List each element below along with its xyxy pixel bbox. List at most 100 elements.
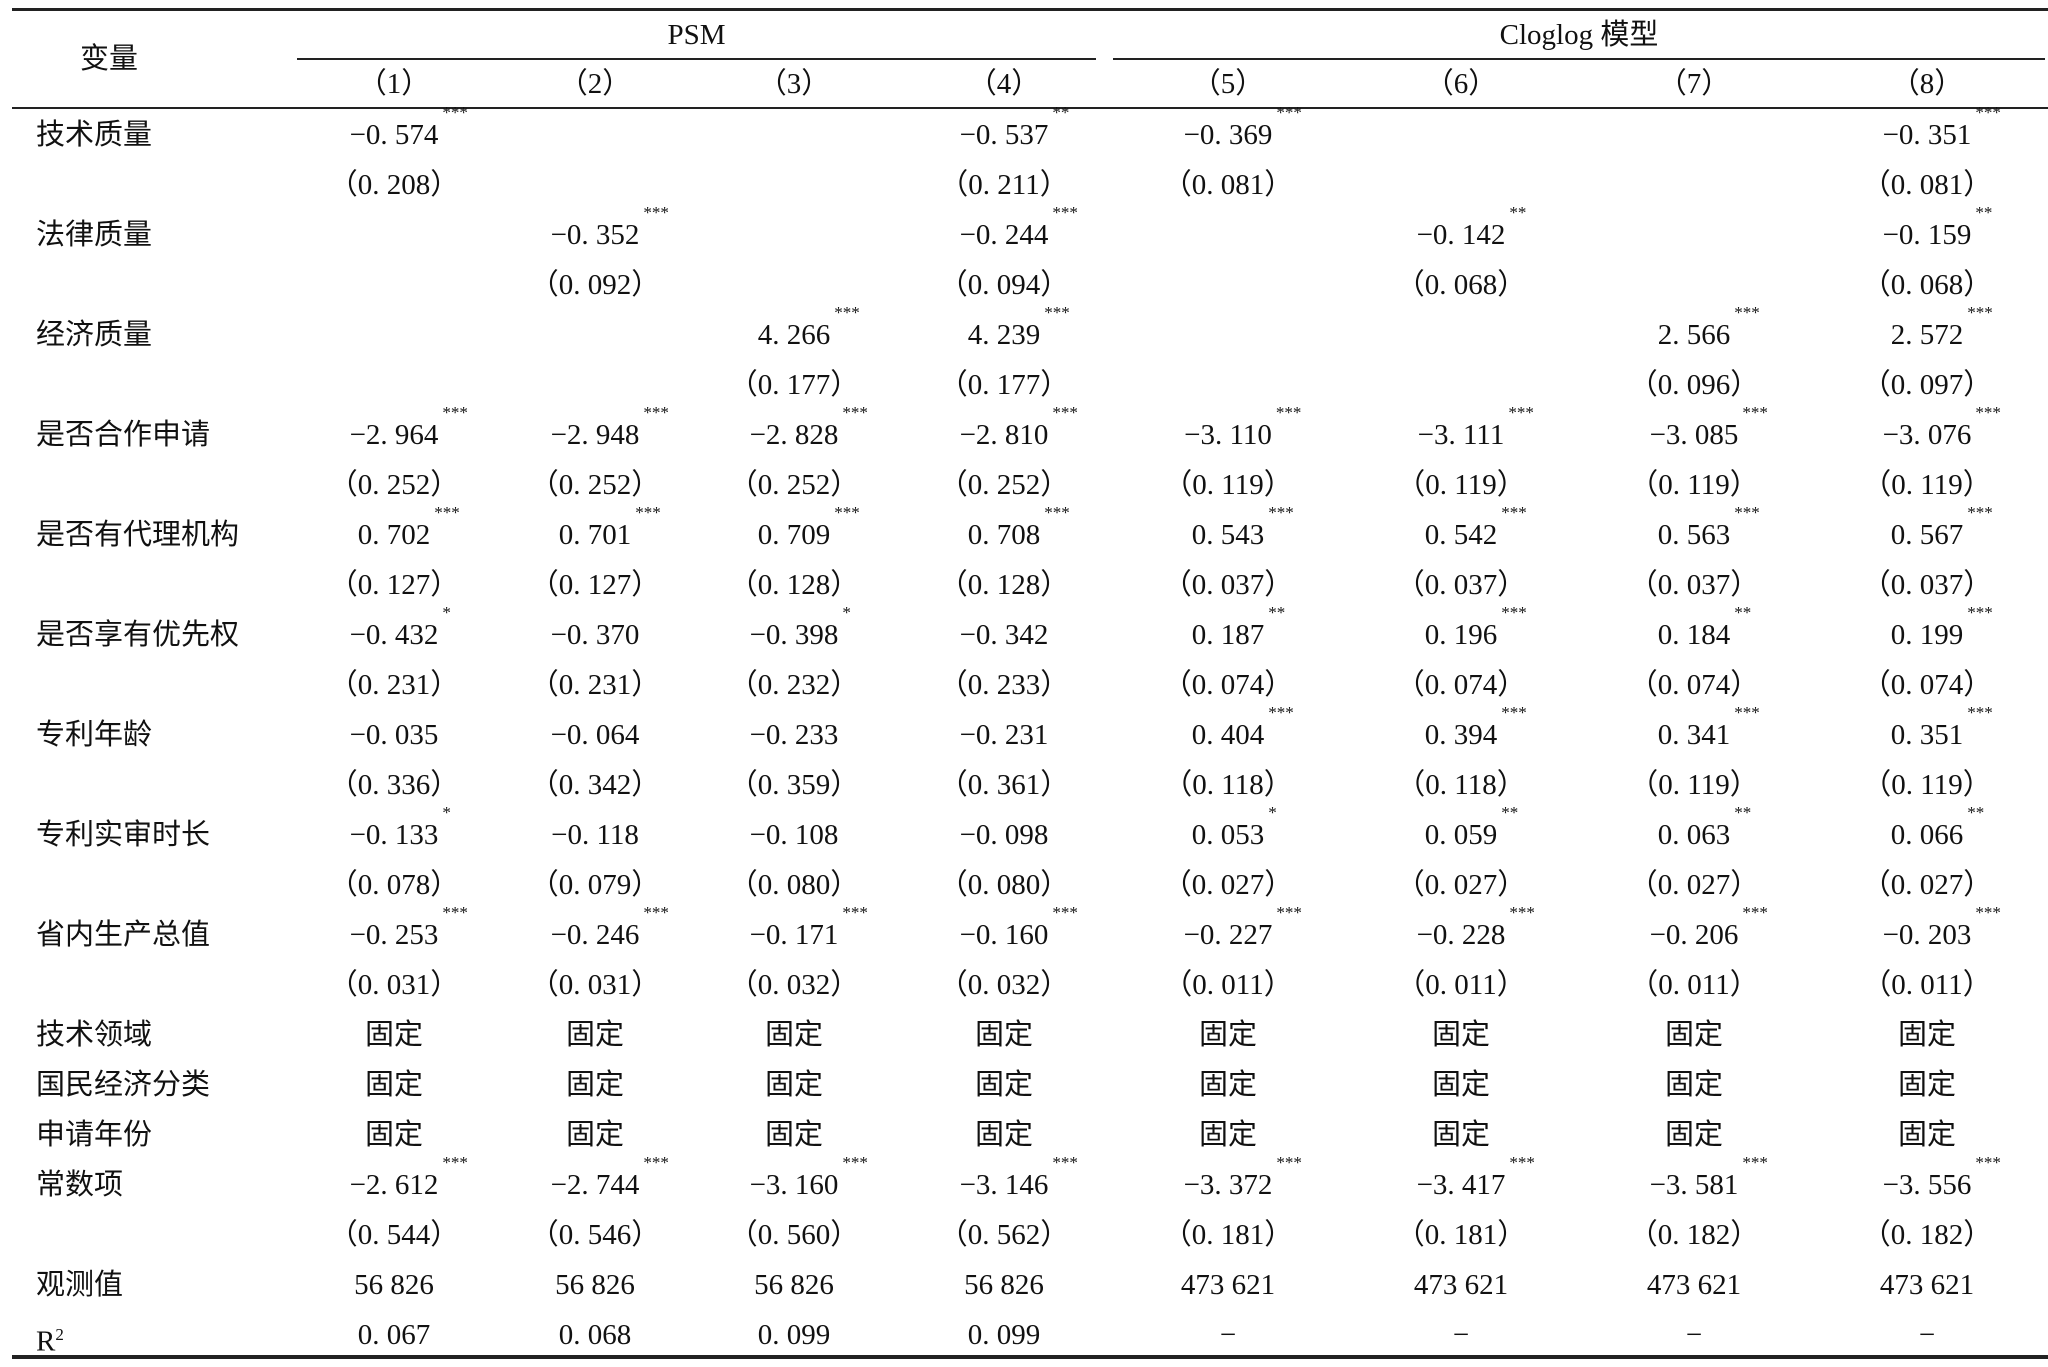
significance-stars: ***: [1975, 1153, 2001, 1172]
significance-stars: ***: [1508, 403, 1534, 422]
standard-error-cell: （0. 252）: [328, 469, 460, 501]
standard-error-cell: （0. 092）: [529, 269, 661, 301]
coefficient: −0. 171 ***: [750, 903, 868, 960]
observations-cell: 56 826: [754, 1269, 834, 1301]
header-group-psm: PSM: [667, 19, 726, 51]
header-rule: [12, 107, 2048, 109]
significance-stars: ***: [1975, 903, 2001, 922]
coefficient: 0. 708 ***: [968, 503, 1070, 560]
coefficient-cell: 0. 709 ***: [684, 503, 904, 560]
standard-error-cell: （0. 079）: [529, 869, 661, 901]
coefficient: 0. 563 ***: [1658, 503, 1760, 560]
coefficient-cell: −3. 146 ***: [894, 1153, 1114, 1210]
coefficient-value: −0. 160: [959, 919, 1049, 951]
coefficient: −0. 370: [551, 610, 640, 660]
fixed-effect-label: 申请年份: [36, 1119, 153, 1151]
significance-stars: ***: [442, 1153, 468, 1172]
coefficient: −3. 146 ***: [960, 1153, 1078, 1210]
standard-error-cell: [284, 260, 504, 310]
standard-error-cell: （0. 208）: [328, 169, 460, 201]
observations-cell: 473 621: [1879, 1269, 1975, 1301]
coefficient: −2. 612 ***: [350, 1153, 468, 1210]
standard-error-cell: （0. 560）: [728, 1219, 860, 1251]
coefficient: 0. 199 ***: [1890, 603, 1993, 660]
fixed-effect-label: 国民经济分类: [36, 1069, 211, 1101]
fixed-effect-cell: 固定: [565, 1119, 624, 1151]
standard-error-cell: （0. 081）: [1861, 169, 1993, 201]
significance-stars: ***: [1742, 403, 1768, 422]
standard-error-cell: （0. 119）: [1396, 469, 1526, 501]
coefficient-value: 0. 199: [1890, 619, 1964, 651]
fixed-effect-cell: 固定: [974, 1119, 1033, 1151]
coefficient-cell: −0. 342: [894, 610, 1114, 660]
coefficient-cell: −0. 142 **: [1351, 203, 1571, 260]
coefficient-value: −0. 064: [550, 719, 640, 751]
coefficient: 0. 404 ***: [1192, 703, 1294, 760]
coefficient-cell: 0. 184 **: [1584, 603, 1804, 660]
fixed-effect-cell: 固定: [1198, 1019, 1257, 1051]
coefficient-value: −3. 160: [749, 1169, 839, 1201]
standard-error-cell: （0. 031）: [328, 969, 460, 1001]
coefficient-value: −0. 369: [1183, 119, 1273, 151]
coefficient: 0. 341 ***: [1657, 703, 1760, 760]
coefficient-value: −3. 417: [1416, 1169, 1506, 1201]
coefficient-value: 0. 341: [1657, 719, 1731, 751]
coefficient-cell: [1584, 210, 1804, 260]
coefficient-value: −0. 233: [749, 719, 839, 751]
coefficient-value: 0. 542: [1424, 519, 1498, 551]
coefficient: −0. 118: [551, 810, 639, 860]
standard-error-cell: （0. 233）: [938, 669, 1070, 701]
coefficient-cell: 0. 341 ***: [1584, 703, 1804, 760]
standard-error-cell: （0. 011）: [1396, 969, 1526, 1001]
coefficient: 0. 701 ***: [559, 503, 661, 560]
coefficient: −0. 206 ***: [1650, 903, 1768, 960]
coefficient-value: 4. 239: [967, 319, 1041, 351]
significance-stars: ***: [1967, 503, 1993, 522]
coefficient-cell: [284, 210, 504, 260]
standard-error-cell: [1351, 160, 1571, 210]
variable-label: 是否合作申请: [36, 419, 211, 451]
column-header: （8）: [1890, 68, 1964, 100]
coefficient-cell: 0. 187 **: [1118, 603, 1338, 660]
coefficient-cell: [684, 110, 904, 160]
significance-stars: ***: [1967, 303, 1993, 322]
coefficient-value: 0. 187: [1191, 619, 1265, 651]
standard-error-cell: （0. 127）: [529, 569, 661, 601]
coefficient-cell: −0. 228 ***: [1351, 903, 1571, 960]
standard-error-cell: （0. 252）: [529, 469, 661, 501]
fixed-effect-cell: 固定: [565, 1069, 624, 1101]
coefficient-value: −2. 964: [349, 419, 439, 451]
coefficient: −0. 133 *: [350, 803, 451, 860]
significance-stars: ***: [1501, 603, 1527, 622]
coefficient: −0. 351 ***: [1883, 103, 2001, 160]
standard-error-cell: （0. 544）: [328, 1219, 460, 1251]
standard-error-cell: [1584, 160, 1804, 210]
standard-error-cell: （0. 074）: [1628, 669, 1760, 701]
coefficient-cell: −0. 351 ***: [1817, 103, 2037, 160]
coefficient-value: 0. 351: [1890, 719, 1964, 751]
coefficient-cell: −3. 372 ***: [1118, 1153, 1338, 1210]
r-squared-cell: −: [1452, 1319, 1470, 1351]
coefficient-value: −0. 228: [1416, 919, 1506, 951]
coefficient-cell: −3. 076 ***: [1817, 403, 2037, 460]
coefficient: 0. 542 ***: [1424, 503, 1527, 560]
column-header: （2）: [558, 68, 632, 100]
significance-stars: ***: [1501, 703, 1527, 722]
coefficient-value: −0. 098: [959, 819, 1049, 851]
coefficient: 4. 266 ***: [758, 303, 860, 360]
coefficient-cell: −3. 581 ***: [1584, 1153, 1804, 1210]
observations-cell: 473 621: [1180, 1269, 1276, 1301]
standard-error-cell: （0. 080）: [728, 869, 860, 901]
significance-stars: ***: [1734, 303, 1760, 322]
coefficient-value: −0. 244: [959, 219, 1049, 251]
fixed-effect-cell: 固定: [364, 1069, 423, 1101]
coefficient: 2. 566 ***: [1658, 303, 1760, 360]
fixed-effect-cell: 固定: [974, 1019, 1033, 1051]
fixed-effect-cell: 固定: [764, 1069, 823, 1101]
significance-stars: **: [1967, 803, 1985, 822]
coefficient-cell: 0. 394 ***: [1351, 703, 1571, 760]
coefficient: −3. 372 ***: [1184, 1153, 1302, 1210]
coefficient: 0. 709 ***: [758, 503, 860, 560]
standard-error-cell: （0. 119）: [1862, 469, 1992, 501]
coefficient-cell: −0. 159 **: [1817, 203, 2037, 260]
